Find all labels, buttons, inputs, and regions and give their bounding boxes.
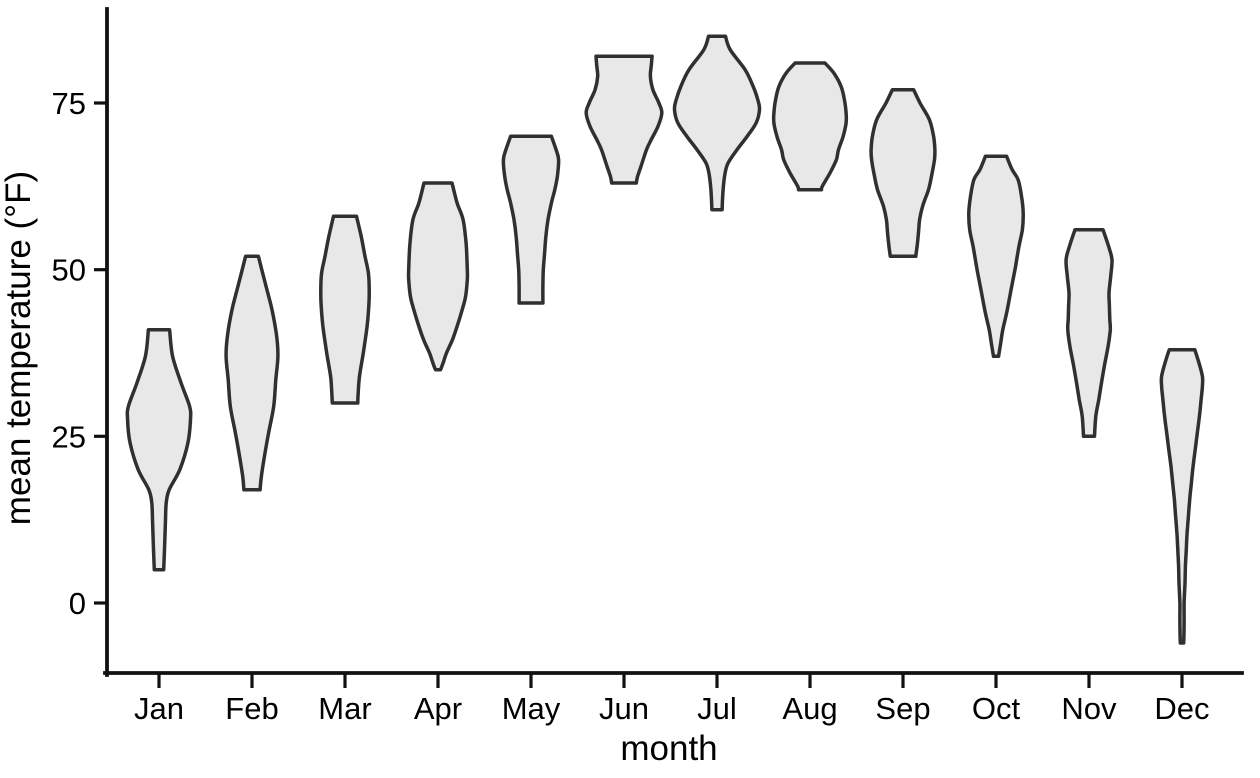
y-tick-label: 50 (52, 253, 86, 288)
x-axis-title: month (620, 729, 717, 768)
y-tick-label: 0 (69, 586, 86, 621)
violin-feb (224, 254, 280, 492)
x-tick-label: Oct (972, 691, 1021, 726)
y-tick-label: 75 (52, 86, 86, 121)
violin-jun (584, 54, 664, 185)
violin-shapes (125, 34, 1205, 645)
x-tick-label: Jul (697, 691, 737, 726)
x-axis-ticks: Jan Feb Mar Apr May Jun Jul Aug Sep Oct Nov Dec (134, 673, 1210, 726)
x-tick-label: Jan (134, 691, 184, 726)
x-tick-label: Jun (599, 691, 649, 726)
x-tick-label: Nov (1061, 691, 1117, 726)
violin-oct (967, 154, 1025, 359)
x-tick-label: Feb (225, 691, 278, 726)
violin-apr (406, 181, 470, 372)
violin-mar (319, 214, 371, 405)
y-tick-label: 25 (52, 419, 86, 454)
x-tick-label: Mar (318, 691, 371, 726)
y-axis-title: mean temperature (°F) (0, 171, 38, 525)
violin-aug (771, 61, 849, 192)
violin-may (501, 134, 561, 305)
violin-dec (1159, 347, 1205, 645)
violin-jan (125, 327, 193, 572)
axes (103, 7, 1244, 677)
x-tick-label: May (502, 691, 561, 726)
violin-jul (672, 34, 762, 212)
x-tick-label: Dec (1154, 691, 1209, 726)
x-tick-label: Apr (414, 691, 462, 726)
violin-sep (869, 87, 937, 259)
x-tick-label: Sep (875, 691, 930, 726)
violin-nov (1064, 227, 1114, 439)
x-tick-label: Aug (782, 691, 837, 726)
y-axis-ticks: 0 25 50 75 (52, 86, 107, 621)
